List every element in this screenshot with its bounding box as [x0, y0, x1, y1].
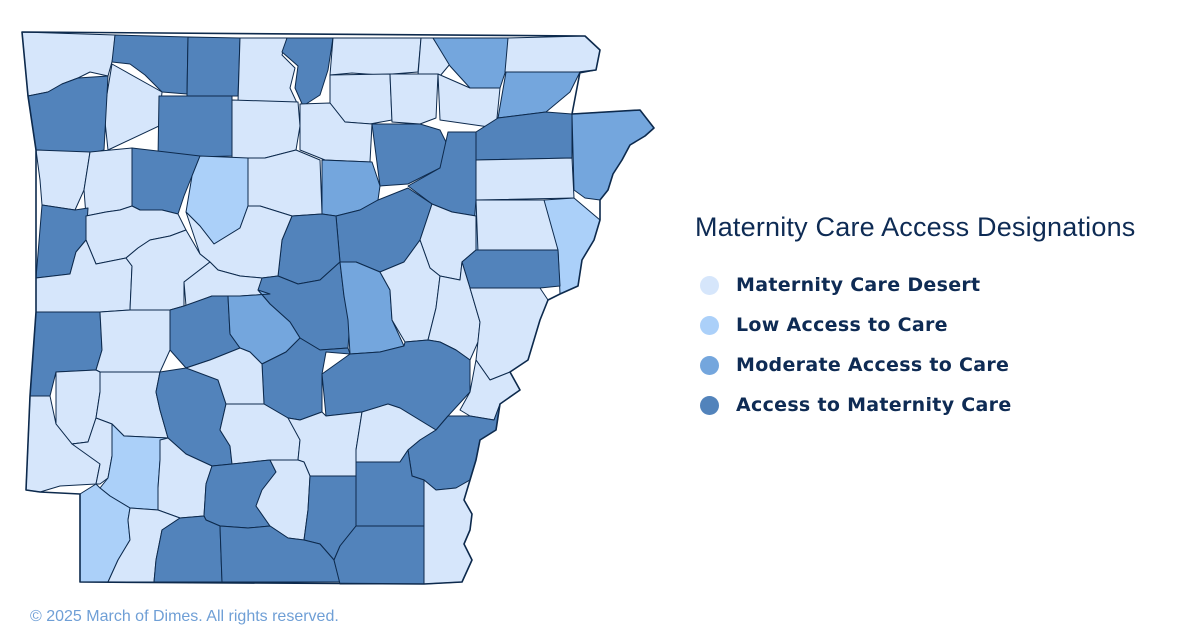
county-shape-33	[475, 199, 559, 253]
arkansas-county-map	[21, 31, 655, 585]
county-shape-17	[231, 99, 301, 159]
county-layer	[21, 31, 655, 585]
county-shape-12	[389, 73, 439, 125]
legend-item-low-access: Low Access to Care	[695, 305, 1185, 345]
legend: Maternity Care Access Designations Mater…	[695, 212, 1185, 425]
map-svg	[21, 31, 655, 585]
legend-swatch-low-access	[700, 315, 719, 335]
legend-title: Maternity Care Access Designations	[695, 212, 1136, 242]
county-shape-6	[329, 37, 422, 76]
legend-item-access: Access to Maternity Care	[695, 385, 1185, 425]
state-outline	[21, 31, 655, 585]
county-shape-57	[185, 347, 265, 405]
legend-label-low-access: Low Access to Care	[736, 314, 948, 336]
legend-label-desert: Maternity Care Desert	[736, 274, 981, 296]
county-shape-3	[186, 36, 241, 97]
county-shape-16	[157, 95, 233, 159]
county-shape-45	[427, 261, 481, 361]
legend-swatch-access	[700, 395, 719, 415]
county-shape-24	[83, 147, 133, 217]
legend-list: Maternity Care Desert Low Access to Care…	[695, 265, 1185, 425]
legend-item-moderate-access: Moderate Access to Care	[695, 345, 1185, 385]
county-shape-48	[95, 309, 171, 373]
county-shape-13	[437, 73, 501, 129]
county-shape-74	[219, 525, 341, 583]
county-shape-38	[461, 249, 561, 289]
legend-swatch-moderate-access	[700, 355, 719, 375]
legend-swatch-desert	[700, 275, 719, 295]
county-shape-29	[475, 157, 575, 201]
county-shape-22	[571, 109, 655, 201]
county-shape-23	[35, 149, 91, 211]
county-shape-18	[299, 102, 373, 163]
county-shape-9	[504, 35, 601, 76]
copyright-footer: © 2025 March of Dimes. All rights reserv…	[30, 608, 339, 625]
legend-label-moderate-access: Moderate Access to Care	[736, 354, 1010, 376]
county-shape-7	[417, 37, 451, 77]
county-shape-14	[497, 71, 581, 119]
legend-label-access: Access to Maternity Care	[736, 394, 1012, 416]
legend-item-desert: Maternity Care Desert	[695, 265, 1185, 305]
